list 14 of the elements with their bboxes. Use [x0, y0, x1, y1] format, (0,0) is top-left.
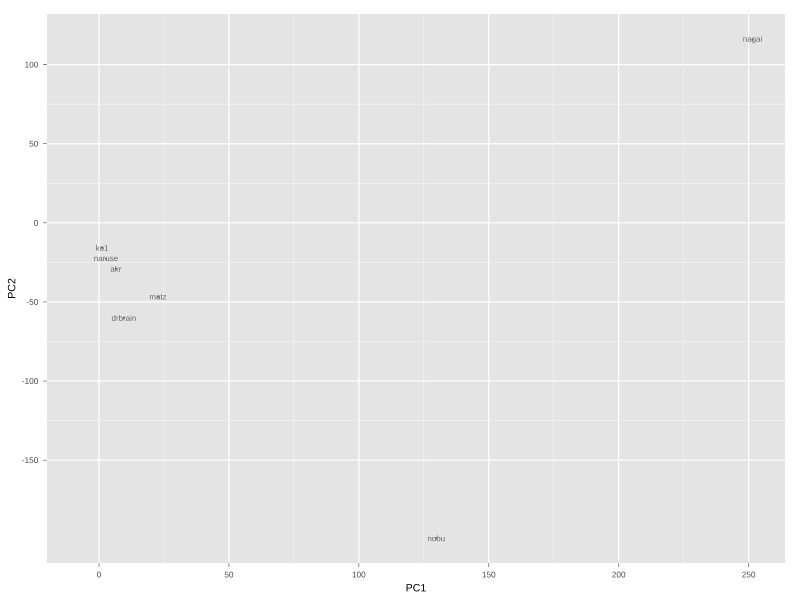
y-axis-title: PC2 [8, 278, 16, 298]
x-tick-label: 50 [224, 572, 234, 578]
y-tick-label: -50 [26, 299, 38, 305]
y-tick-label: 0 [34, 220, 38, 226]
y-tick-label: -100 [22, 378, 38, 384]
y-tick-label: -150 [22, 457, 38, 464]
y-tick-label: 50 [29, 140, 38, 147]
x-tick-label: 250 [742, 572, 756, 578]
x-tick-label: 200 [612, 572, 626, 578]
x-tick-label: 100 [352, 572, 366, 578]
x-tick-label: 150 [482, 572, 496, 578]
x-axis-title: PC1 [406, 584, 426, 592]
x-tick-label: 0 [96, 572, 101, 578]
y-tick-label: 100 [25, 62, 38, 68]
